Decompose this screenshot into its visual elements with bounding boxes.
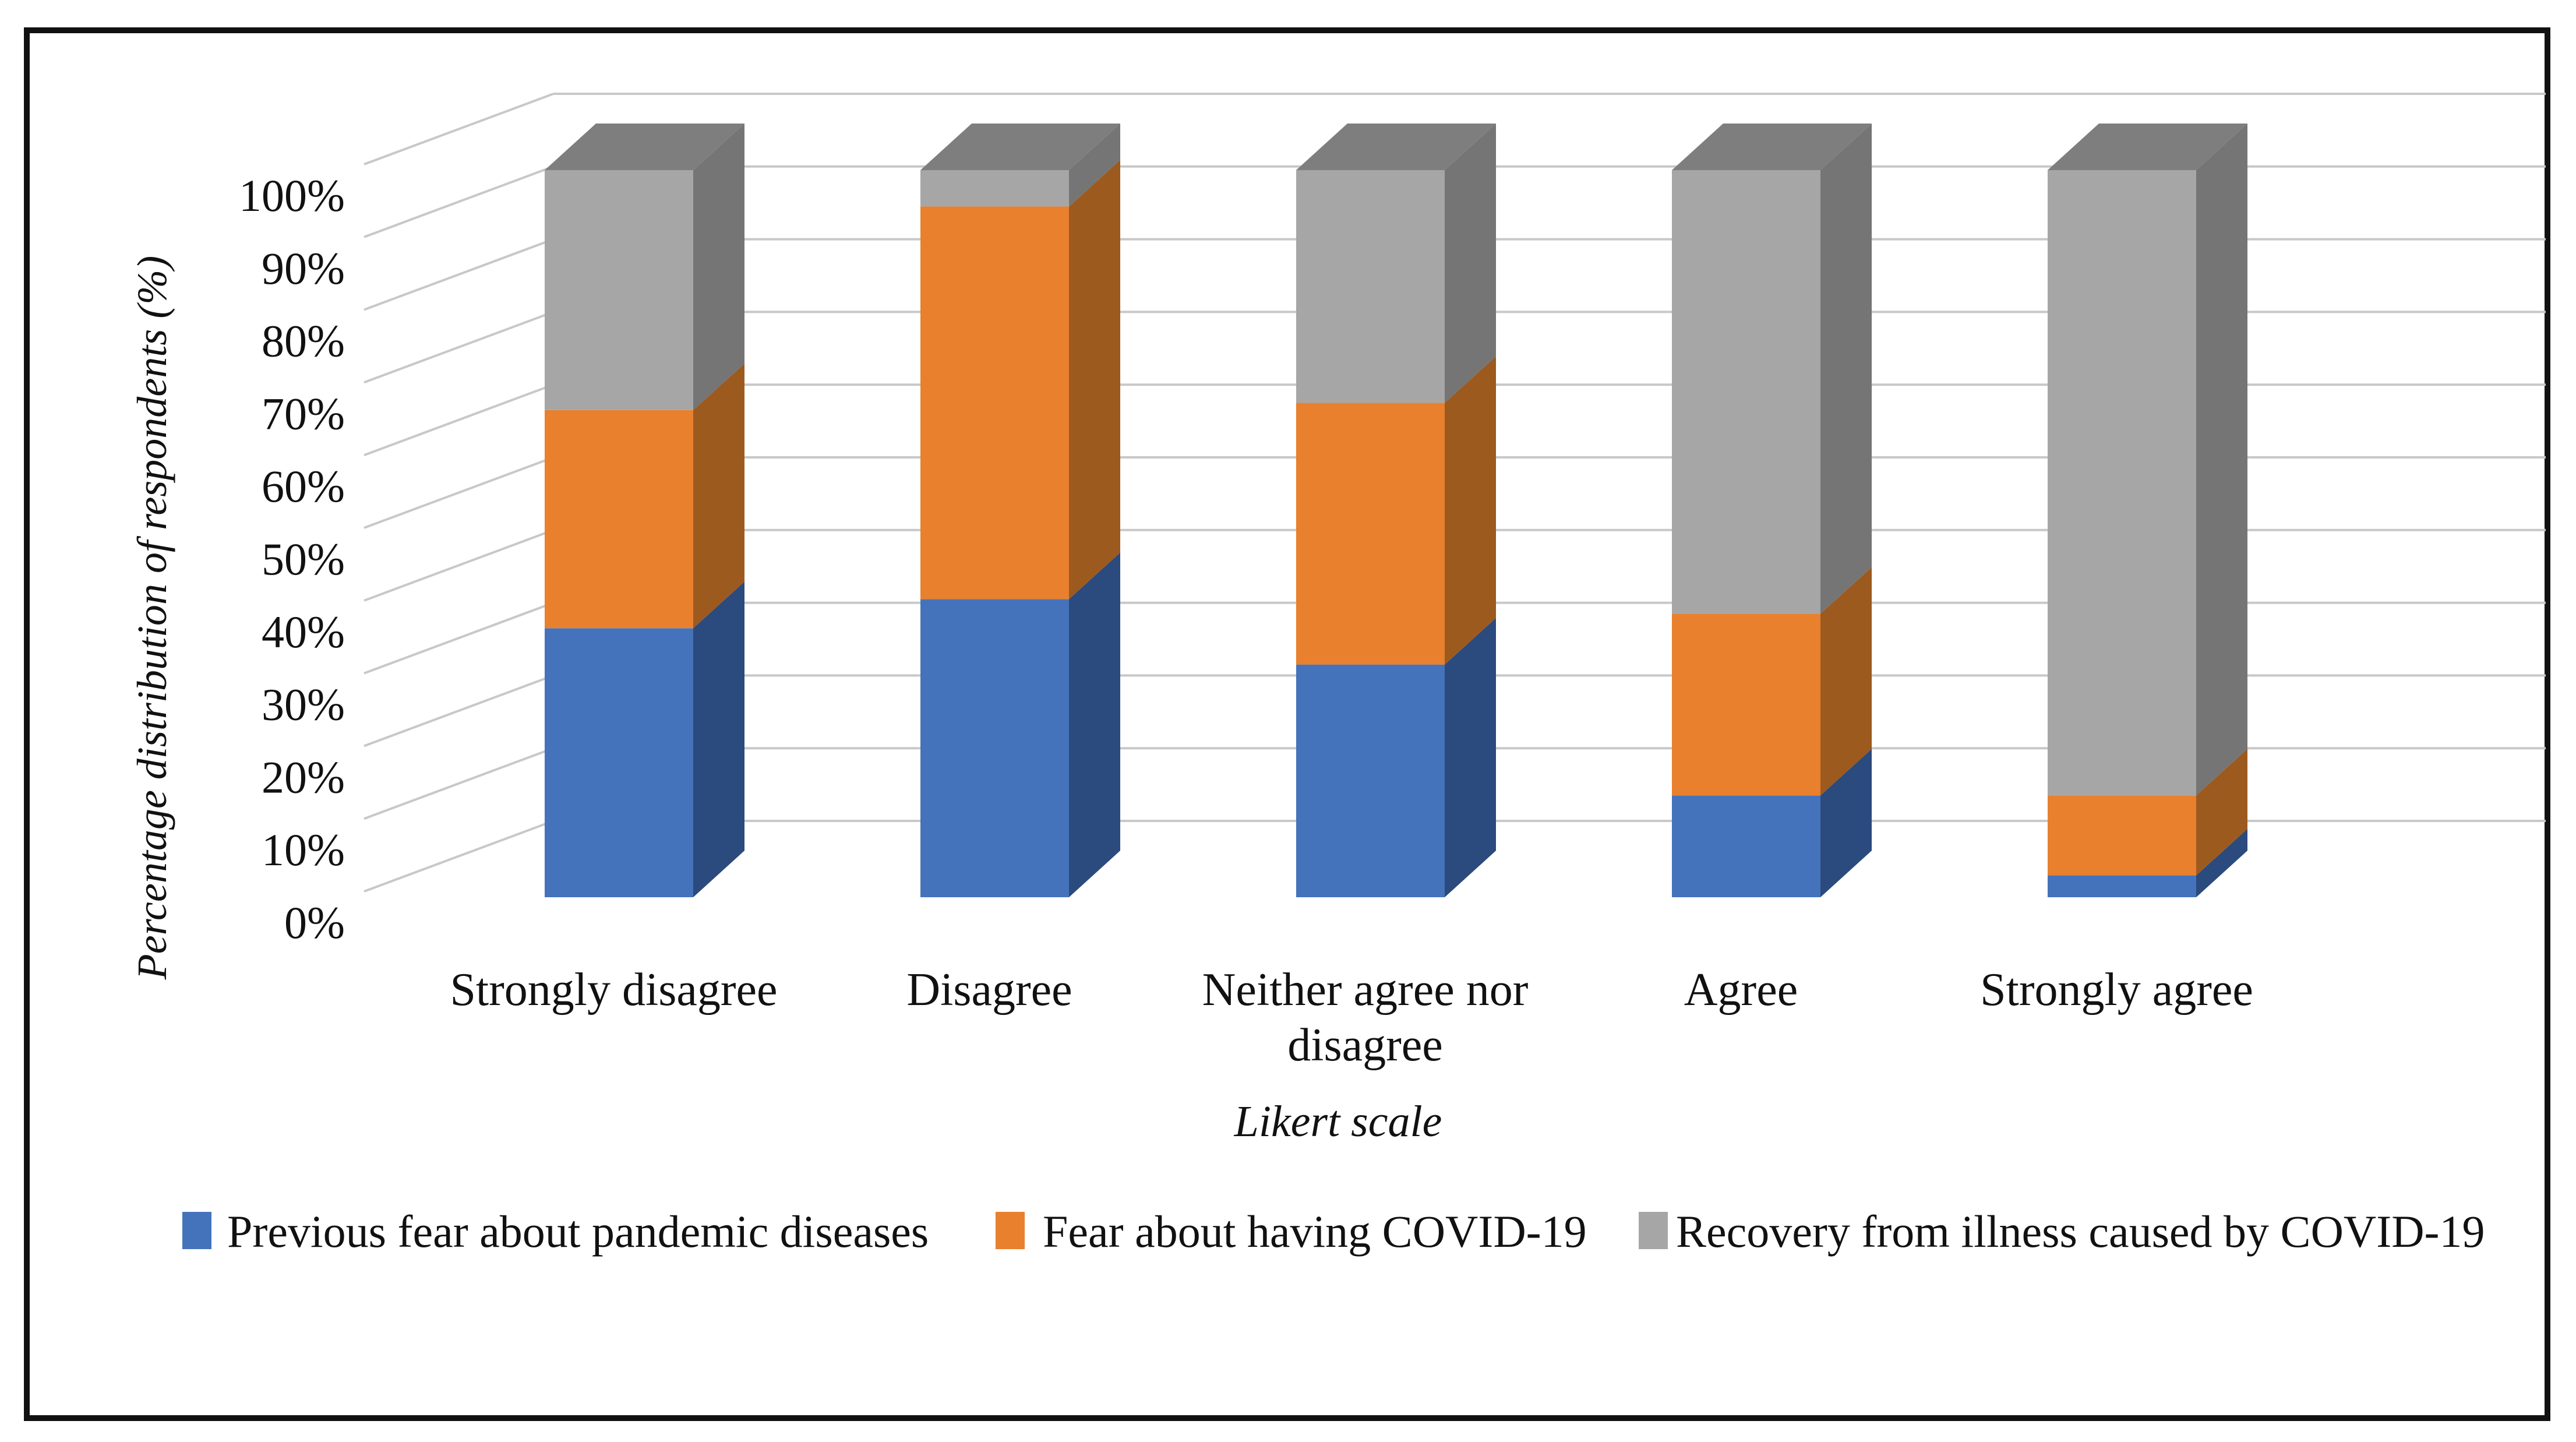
y-tick-label: 90% [262,243,345,294]
gridline-diagonal [364,820,554,893]
y-tick-label: 100% [239,170,345,221]
x-category-label: Strongly disagree [450,964,777,1016]
bar-segment-front [545,410,693,629]
bar-segment-front [1296,403,1445,665]
bar-segment-front [920,206,1069,600]
bar-segment-front [1672,614,1820,796]
x-axis-category-labels: Strongly disagree Disagree Neither agree n… [450,964,2253,1071]
bar-segment-front [920,170,1069,207]
y-tick-label: 20% [262,752,345,802]
x-axis-title: Likert scale [1234,1097,1442,1146]
bar-segment-side [1069,160,1120,600]
x-category-label: Neither agree nor [1202,964,1529,1016]
bar-segment-front [1672,170,1820,614]
y-axis-title: Percentage distribution of respondents (… [129,256,175,980]
y-tick-label: 70% [262,388,345,439]
gridline-diagonal [364,238,554,311]
legend-marker [1639,1212,1668,1249]
gridline-diagonal [364,747,554,820]
bar-segment-front [1672,795,1820,897]
bar-segment-front [1296,170,1445,403]
x-category-label: Agree [1684,964,1798,1016]
gridline-diagonal [364,311,554,384]
bar-segment-front [2048,795,2196,876]
bar-segment-front [545,628,693,897]
bar-top-face [1672,124,1872,170]
bar-segment-side [1069,124,1120,207]
y-tick-label: 40% [262,607,345,657]
bar-segment-front [2048,875,2196,897]
bar-segment-side [2196,124,2247,796]
y-tick-label: 0% [284,897,345,948]
bar-segment-side [2196,828,2247,897]
bar-top-face [545,124,744,170]
bar-segment-side [693,124,744,410]
gridline-diagonal [364,601,554,675]
bar-segment-front [2048,170,2196,796]
bar-segment-side [1445,356,1496,665]
bar-segment-side [1445,124,1496,403]
bar-top-face [1296,124,1496,170]
y-axis-tick-labels: 0% 10% 20% 30% 40% 50% 60% 70% 80% 90% 100% [239,170,345,948]
legend-marker [996,1212,1025,1249]
legend-label: Fear about having COVID-19 [1043,1206,1587,1257]
gridline-diagonal [364,528,554,602]
y-tick-label: 30% [262,679,345,730]
bar-segment-side [1820,124,1872,614]
bar-top-face [920,124,1120,170]
y-tick-label: 10% [262,824,345,875]
bar-segment-side [1445,618,1496,897]
legend-label: Previous fear about pandemic diseases [227,1206,929,1257]
bar-segment-front [920,599,1069,897]
y-tick-label: 80% [262,316,345,366]
legend-label: Recovery from illness caused by COVID-19 [1676,1206,2485,1257]
gridline-diagonal [364,383,554,457]
gridline-diagonal [364,456,554,529]
gridline-diagonal [364,93,554,165]
bar-segment-front [1296,664,1445,897]
legend-marker [182,1212,211,1249]
chart-border [24,27,2550,1421]
bar-segment-side [1069,552,1120,897]
x-category-label: Disagree [906,964,1072,1016]
gridline-diagonal [364,674,554,748]
y-tick-label: 50% [262,534,345,584]
y-tick-label: 60% [262,461,345,512]
x-category-label: disagree [1287,1020,1443,1071]
bar-segment-front [545,170,693,410]
bar-segment-side [2196,749,2247,876]
bar-segment-side [1820,567,1872,796]
bar-top-face [2048,124,2247,170]
bar-segment-side [693,581,744,897]
bar-segment-side [1820,749,1872,897]
x-category-label: Strongly agree [1980,964,2253,1016]
legend: Previous fear about pandemic diseases Fea… [182,1206,2485,1257]
gridline-diagonal [364,165,554,238]
bar-segment-side [693,363,744,629]
bars [545,124,2247,897]
